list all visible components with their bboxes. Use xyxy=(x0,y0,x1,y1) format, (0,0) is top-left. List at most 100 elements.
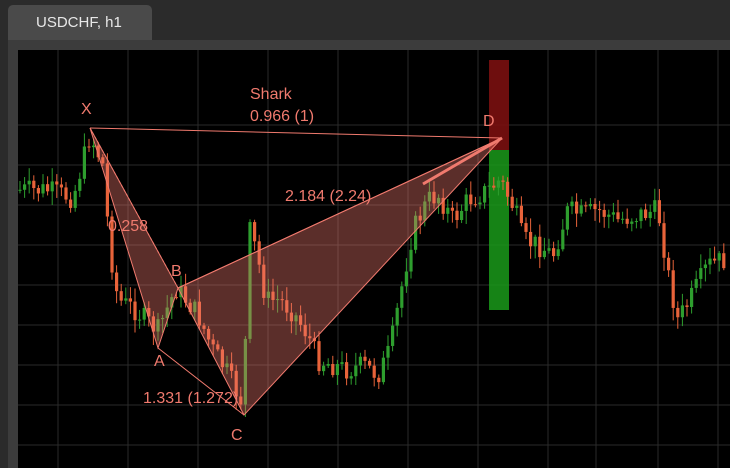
candle-body xyxy=(69,199,73,208)
candle-body xyxy=(565,206,569,230)
line-xd xyxy=(89,127,503,139)
candle-body xyxy=(460,210,464,221)
candle-body xyxy=(657,200,661,224)
candle-body xyxy=(368,360,372,366)
candle-body xyxy=(161,317,165,320)
candle-body xyxy=(179,286,183,298)
candle-body xyxy=(299,315,303,325)
candle-body xyxy=(64,187,68,200)
candle-body xyxy=(207,328,211,340)
candle-body xyxy=(326,364,330,366)
candle-body xyxy=(234,370,238,397)
line-xb xyxy=(89,127,179,289)
candles xyxy=(18,133,726,418)
candle-body xyxy=(699,268,703,279)
candle-body xyxy=(280,299,284,301)
candle-body xyxy=(147,307,151,317)
candle-body xyxy=(202,325,206,329)
candle-body xyxy=(372,365,376,378)
candle-body xyxy=(216,344,220,350)
candle-body xyxy=(607,214,611,217)
candle-body xyxy=(713,258,717,261)
candle-body xyxy=(128,298,132,302)
candle-body xyxy=(519,205,523,224)
ratio-marker-bd xyxy=(422,136,503,186)
candle-body xyxy=(96,145,100,158)
candle-body xyxy=(423,201,427,221)
candle-body xyxy=(625,218,629,224)
candle-body xyxy=(501,180,505,182)
line-bd xyxy=(177,137,503,289)
candle-body xyxy=(483,186,487,203)
candle-body xyxy=(602,209,606,217)
candle-body xyxy=(303,324,307,337)
candle-body xyxy=(363,356,367,361)
point-label-c: C xyxy=(231,427,243,444)
candle-body xyxy=(23,184,27,190)
candle-body xyxy=(653,200,657,212)
candle-body xyxy=(547,248,551,251)
candle-body xyxy=(133,301,137,321)
candle-body xyxy=(271,291,275,300)
candle-body xyxy=(538,236,542,258)
harmonic-pattern xyxy=(89,127,503,416)
candle-body xyxy=(110,216,114,273)
candle-body xyxy=(184,286,188,303)
candle-body xyxy=(634,221,638,223)
candlestick-chart[interactable]: X A B C D Shark 0.966 (1) 0.258 1.331 (1… xyxy=(18,50,730,468)
candle-body xyxy=(579,205,583,214)
candle-body xyxy=(667,257,671,271)
candle-body xyxy=(598,209,602,211)
candle-body xyxy=(294,315,298,322)
candle-body xyxy=(487,185,491,187)
candle-body xyxy=(593,204,597,210)
candle-body xyxy=(400,286,404,308)
candle-body xyxy=(694,278,698,288)
candle-body xyxy=(73,190,77,208)
candle-body xyxy=(32,180,36,189)
candle-body xyxy=(621,218,625,220)
candle-body xyxy=(404,271,408,287)
candle-body xyxy=(243,338,247,405)
candle-body xyxy=(340,362,344,365)
candle-body xyxy=(386,345,390,358)
candle-body xyxy=(285,300,289,313)
candle-body xyxy=(418,215,422,221)
candle-body xyxy=(671,270,675,308)
candle-body xyxy=(533,236,537,247)
candle-body xyxy=(92,145,96,148)
candle-body xyxy=(542,250,546,258)
chart-tab[interactable]: USDCHF, h1 xyxy=(8,5,152,41)
ratio-label-bd: 2.184 (2.24) xyxy=(285,188,371,205)
candle-body xyxy=(478,202,482,205)
chart-area[interactable]: X A B C D Shark 0.966 (1) 0.258 1.331 (1… xyxy=(18,50,730,468)
candle-body xyxy=(575,201,579,214)
candle-body xyxy=(165,307,169,318)
pattern-name-label: Shark xyxy=(250,86,293,103)
triangle-bcd xyxy=(177,137,503,416)
candle-body xyxy=(662,223,666,258)
candle-body xyxy=(193,301,197,313)
tab-bar: USDCHF, h1 xyxy=(0,0,730,41)
candle-body xyxy=(317,341,321,372)
candle-body xyxy=(230,363,234,371)
candle-body xyxy=(50,181,54,192)
candle-body xyxy=(262,264,266,298)
candle-body xyxy=(381,357,385,383)
candle-body xyxy=(331,364,335,376)
candle-body xyxy=(27,180,31,185)
candle-body xyxy=(584,205,588,207)
candle-body xyxy=(630,221,634,224)
candle-body xyxy=(358,356,362,366)
candle-body xyxy=(308,336,312,339)
candle-body xyxy=(78,178,82,191)
candle-body xyxy=(496,180,500,188)
candle-body xyxy=(41,184,45,194)
candle-body xyxy=(335,364,339,376)
candle-body xyxy=(170,297,174,308)
candle-body xyxy=(690,287,694,307)
point-label-b: B xyxy=(171,263,182,280)
candle-body xyxy=(561,229,565,250)
pattern-labels: X A B C D Shark 0.966 (1) 0.258 1.331 (1… xyxy=(81,86,495,444)
candle-body xyxy=(437,197,441,204)
